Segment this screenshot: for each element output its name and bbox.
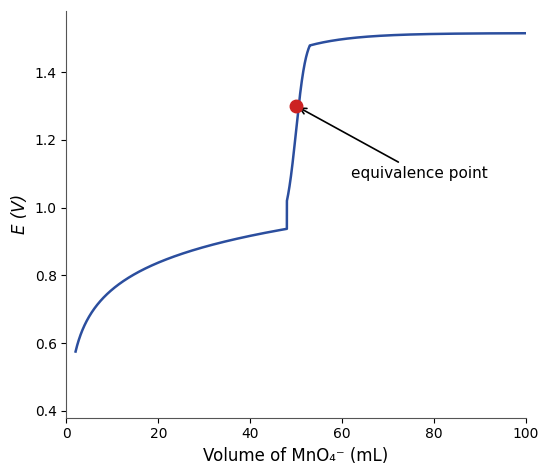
Y-axis label: E (V): E (V) bbox=[11, 194, 29, 234]
Text: equivalence point: equivalence point bbox=[300, 108, 488, 181]
X-axis label: Volume of MnO₄⁻ (mL): Volume of MnO₄⁻ (mL) bbox=[204, 447, 389, 465]
